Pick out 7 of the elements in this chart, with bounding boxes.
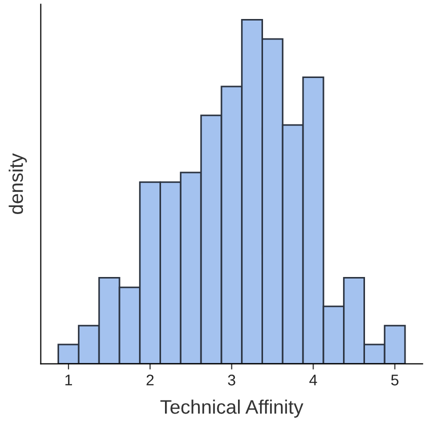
x-tick-label: 3: [228, 374, 236, 386]
y-axis-title: density: [8, 153, 27, 214]
x-axis-title: Technical Affinity: [160, 400, 304, 418]
x-tick-label: 2: [146, 374, 154, 386]
x-tick-label: 1: [65, 374, 72, 386]
x-tick-label: 4: [309, 374, 318, 386]
x-tick-label: 5: [391, 374, 398, 386]
